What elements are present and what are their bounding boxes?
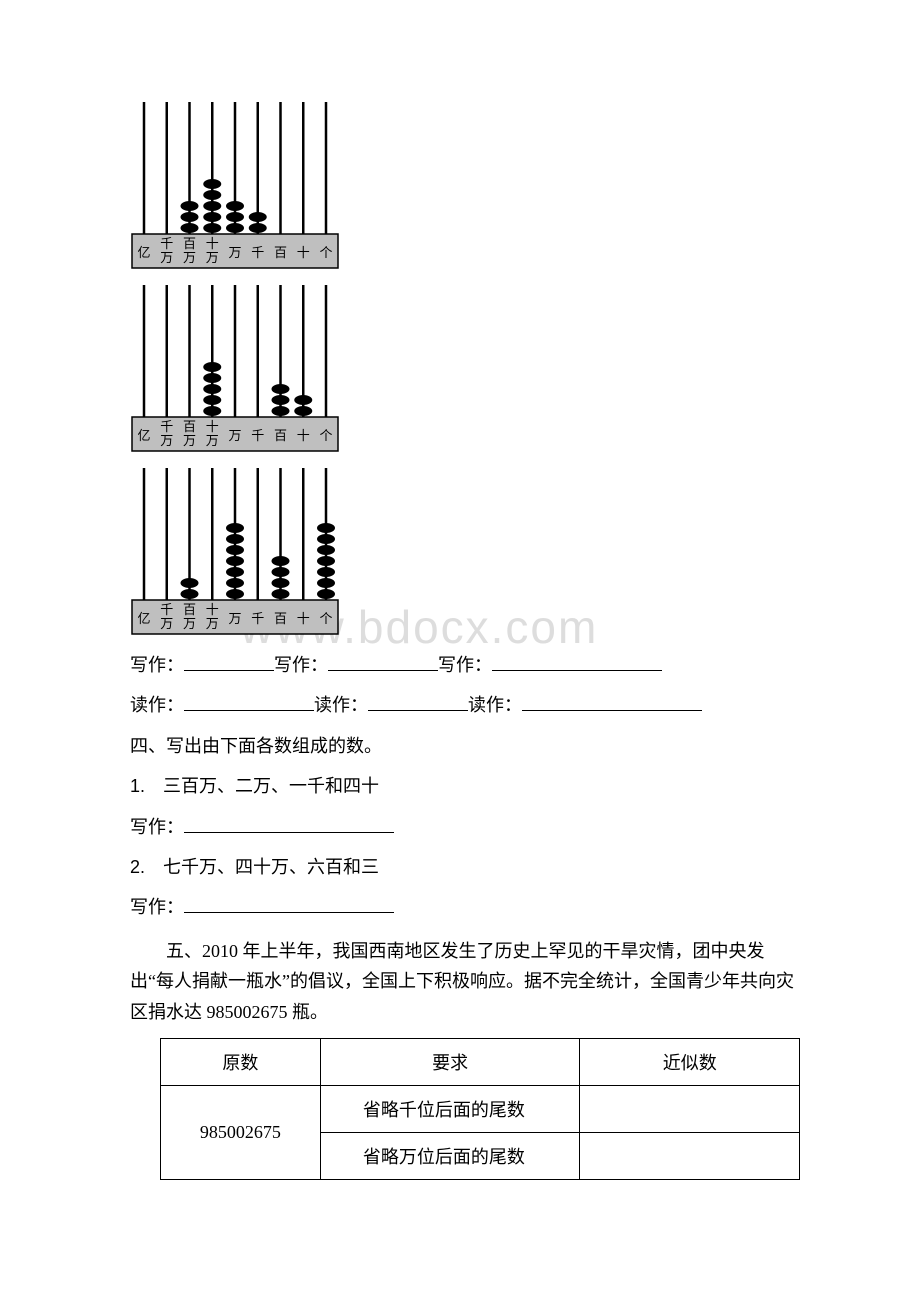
abacus-1: 亿千万百万十万万千百十个 [130, 100, 820, 275]
section5-paragraph: 五、2010 年上半年，我国西南地区发生了历史上罕见的干旱灾情，团中央发出“每人… [130, 936, 800, 1028]
svg-text:千: 千 [251, 245, 264, 260]
cell-approx2[interactable] [580, 1132, 800, 1179]
svg-text:个: 个 [319, 428, 332, 443]
svg-text:千: 千 [251, 428, 264, 443]
svg-text:百: 百 [274, 245, 287, 260]
svg-text:万: 万 [160, 250, 173, 265]
item2-text: 七千万、四十万、六百和三 [163, 857, 379, 877]
svg-text:万: 万 [160, 616, 173, 631]
svg-text:十: 十 [206, 236, 219, 251]
write-label-3: 写作： [438, 655, 492, 675]
svg-text:万: 万 [183, 250, 196, 265]
item1-write-label: 写作： [130, 817, 184, 837]
read-blank-3[interactable] [522, 692, 702, 712]
read-blank-1[interactable] [184, 692, 314, 712]
svg-text:亿: 亿 [137, 611, 150, 626]
item1-text: 三百万、二万、一千和四十 [163, 776, 379, 796]
svg-text:亿: 亿 [137, 245, 150, 260]
abacus-3: 亿千万百万十万万千百十个 [130, 466, 820, 641]
svg-text:万: 万 [228, 428, 241, 443]
read-blank-2[interactable] [368, 692, 468, 712]
svg-text:十: 十 [297, 245, 310, 260]
svg-text:十: 十 [206, 602, 219, 617]
svg-text:百: 百 [183, 602, 196, 617]
svg-text:千: 千 [251, 611, 264, 626]
svg-text:万: 万 [183, 616, 196, 631]
svg-text:百: 百 [274, 428, 287, 443]
item2-write-blank[interactable] [184, 894, 394, 914]
svg-text:百: 百 [274, 611, 287, 626]
read-label-2: 读作： [314, 695, 368, 715]
svg-text:百: 百 [183, 236, 196, 251]
svg-text:千: 千 [160, 602, 173, 617]
svg-text:个: 个 [319, 611, 332, 626]
cell-approx1[interactable] [580, 1085, 800, 1132]
item2-number: 2. [130, 857, 145, 877]
write-blank-2[interactable] [328, 651, 438, 671]
svg-text:个: 个 [319, 245, 332, 260]
svg-text:万: 万 [228, 611, 241, 626]
svg-text:百: 百 [183, 419, 196, 434]
table-row: 原数 要求 近似数 [161, 1038, 800, 1085]
header-req: 要求 [320, 1038, 580, 1085]
item1-number: 1. [130, 776, 145, 796]
svg-text:万: 万 [160, 433, 173, 448]
approx-table: 原数 要求 近似数 985002675 省略千位后面的尾数 省略万位后面的尾数 [160, 1038, 800, 1180]
header-approx: 近似数 [580, 1038, 800, 1085]
item2-write-label: 写作： [130, 897, 184, 917]
cell-req1: 省略千位后面的尾数 [320, 1085, 580, 1132]
svg-text:万: 万 [206, 433, 219, 448]
read-line: 读作： 读作： 读作： [130, 689, 820, 721]
write-label-1: 写作： [130, 655, 184, 675]
svg-text:亿: 亿 [137, 428, 150, 443]
write-line: 写作： 写作： 写作： [130, 649, 820, 681]
svg-text:十: 十 [297, 428, 310, 443]
write-blank-3[interactable] [492, 651, 662, 671]
svg-text:千: 千 [160, 419, 173, 434]
svg-text:十: 十 [297, 611, 310, 626]
svg-text:万: 万 [228, 245, 241, 260]
svg-text:十: 十 [206, 419, 219, 434]
read-label-1: 读作： [130, 695, 184, 715]
svg-text:千: 千 [160, 236, 173, 251]
cell-req2: 省略万位后面的尾数 [320, 1132, 580, 1179]
write-blank-1[interactable] [184, 651, 274, 671]
section4-item1: 1. 三百万、二万、一千和四十 [130, 770, 820, 802]
abacus-2: 亿千万百万十万万千百十个 [130, 283, 820, 458]
read-label-3: 读作： [468, 695, 522, 715]
svg-text:万: 万 [206, 616, 219, 631]
write-label-2: 写作： [274, 655, 328, 675]
section4-heading: 四、写出由下面各数组成的数。 [130, 730, 820, 762]
svg-text:万: 万 [206, 250, 219, 265]
section4-item2: 2. 七千万、四十万、六百和三 [130, 851, 820, 883]
table-row: 985002675 省略千位后面的尾数 [161, 1085, 800, 1132]
header-orig: 原数 [161, 1038, 321, 1085]
section4-item1-write: 写作： [130, 811, 820, 843]
svg-text:万: 万 [183, 433, 196, 448]
cell-orig: 985002675 [161, 1085, 321, 1179]
section4-item2-write: 写作： [130, 891, 820, 923]
item1-write-blank[interactable] [184, 813, 394, 833]
